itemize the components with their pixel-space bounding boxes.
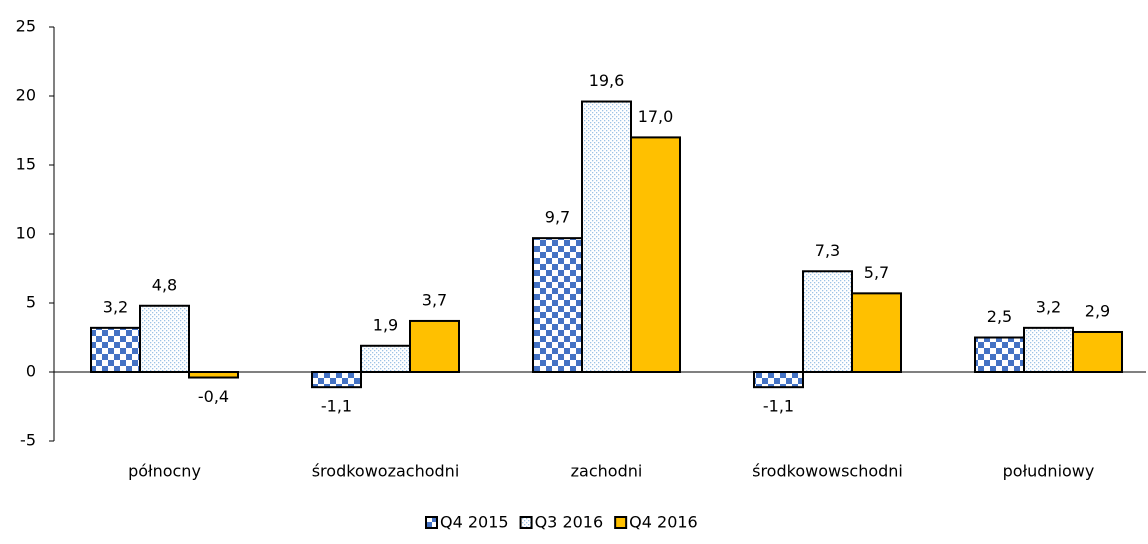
legend-swatch: [425, 516, 438, 529]
value-label: 3,7: [422, 290, 447, 309]
value-label: 9,7: [545, 208, 570, 227]
y-tick-label: 25: [16, 17, 36, 36]
legend-label: Q4 2016: [629, 513, 698, 532]
y-tick-label: 0: [26, 362, 36, 381]
value-label: 2,5: [987, 307, 1012, 326]
x-tick-label: południowy: [1003, 462, 1095, 481]
legend-swatch: [519, 516, 533, 529]
legend-label: Q3 2016: [535, 513, 604, 532]
value-label: 3,2: [103, 297, 128, 316]
value-label: 7,3: [815, 241, 840, 260]
x-tick-label: środkowowschodni: [752, 462, 903, 481]
x-tick-label: zachodni: [571, 462, 643, 481]
legend-swatch: [614, 516, 628, 529]
bar: [90, 326, 141, 373]
bar: [1023, 326, 1074, 373]
x-tick-label: środkowozachodni: [312, 462, 460, 481]
bar: [311, 371, 362, 389]
value-label: -1,1: [763, 397, 794, 416]
value-label: 3,2: [1036, 297, 1061, 316]
legend-label: Q4 2015: [440, 513, 509, 532]
bar: [409, 319, 460, 374]
y-tick-label: 5: [26, 293, 36, 312]
bar: [581, 100, 632, 374]
bar: [139, 304, 190, 374]
bar: [851, 292, 902, 373]
bar: [802, 270, 853, 374]
bar: [753, 371, 804, 389]
x-tick-label: północny: [128, 462, 201, 481]
value-label: 1,9: [373, 315, 398, 334]
value-label: 5,7: [864, 263, 889, 282]
bar: [188, 371, 239, 379]
bar: [532, 237, 583, 373]
bar: [360, 344, 411, 373]
bar: [1072, 330, 1123, 374]
value-label: 2,9: [1085, 301, 1110, 320]
value-label: 4,8: [152, 275, 177, 294]
y-tick-label: 20: [16, 86, 36, 105]
y-tick-label: 10: [16, 224, 36, 243]
value-label: 17,0: [638, 107, 674, 126]
y-tick-label: -5: [20, 431, 36, 450]
y-tick-label: 15: [16, 155, 36, 174]
value-label: -1,1: [321, 397, 352, 416]
bar: [630, 136, 681, 373]
value-label: 19,6: [589, 71, 625, 90]
bar: [974, 336, 1025, 373]
value-label: -0,4: [198, 387, 229, 406]
